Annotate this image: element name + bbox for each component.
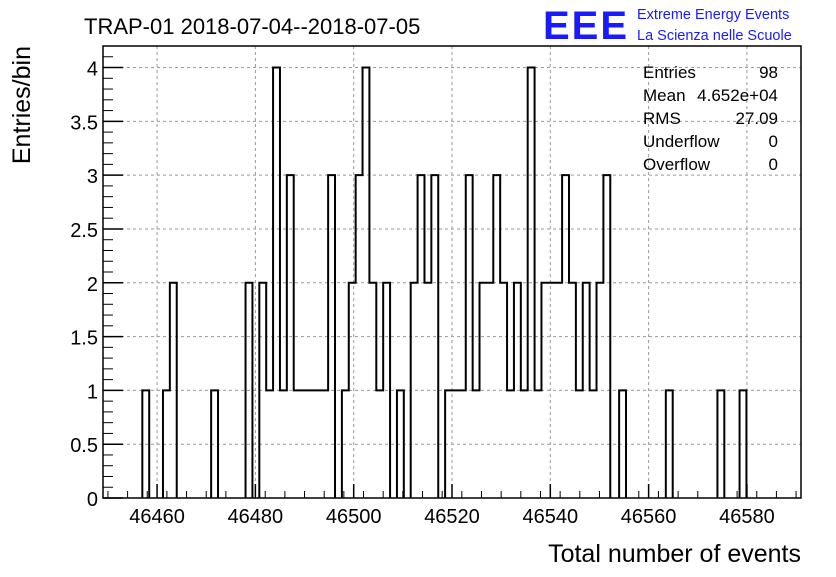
y-tick-label: 1.5: [70, 328, 98, 350]
logo-line1: Extreme Energy Events: [637, 7, 789, 23]
y-axis-ticks: 0 0.5 1 1.5 2 2.5 3 3.5 4: [70, 56, 123, 511]
stats-value: 0: [769, 155, 778, 174]
x-tick-label: 46520: [424, 506, 480, 528]
y-tick-label: 0.5: [70, 435, 98, 457]
y-tick-label: 2: [87, 274, 98, 296]
y-tick-label: 3: [87, 166, 98, 188]
stats-label: Overflow: [643, 155, 711, 174]
stats-label: Mean: [643, 86, 686, 105]
x-tick-label: 46480: [228, 506, 284, 528]
x-tick-label: 46580: [719, 506, 775, 528]
grid-lines: [103, 46, 801, 498]
y-tick-label: 0: [87, 489, 98, 511]
logo-line2: La Scienza nelle Scuole: [637, 28, 792, 44]
x-tick-label: 46460: [129, 506, 185, 528]
y-tick-label: 3.5: [70, 112, 98, 134]
eee-logo: EEE Extreme Energy Events La Scienza nel…: [543, 4, 792, 48]
stats-box: Entries 98 Mean 4.652e+04 RMS 27.09 Underflow 0…: [643, 63, 778, 174]
stats-value: 98: [759, 63, 778, 82]
stats-value: 0: [769, 132, 778, 151]
stats-value: 4.652e+04: [697, 86, 778, 105]
histogram-outline: [141, 66, 748, 498]
x-tick-label: 46500: [326, 506, 382, 528]
y-tick-label: 1: [87, 381, 98, 403]
x-tick-label: 46540: [522, 506, 578, 528]
stats-label: Underflow: [643, 132, 720, 151]
logo-letters: EEE: [543, 4, 629, 48]
y-tick-label: 4: [87, 59, 98, 81]
y-axis-label: Entries/bin: [8, 46, 36, 164]
chart-title: TRAP-01 2018-07-04--2018-07-05: [84, 14, 420, 39]
x-axis-ticks: 46460 46480 46500 46520 46540 46560 46580: [107, 484, 797, 528]
histogram-line: [141, 66, 748, 498]
x-axis-label: Total number of events: [548, 540, 801, 568]
x-tick-label: 46560: [621, 506, 677, 528]
y-tick-label: 2.5: [70, 220, 98, 242]
stats-label: Entries: [643, 63, 696, 82]
stats-value: 27.09: [735, 109, 778, 128]
stats-label: RMS: [643, 109, 681, 128]
